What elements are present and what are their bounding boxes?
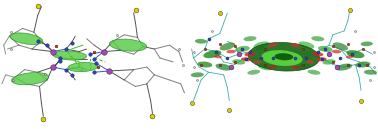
Ellipse shape	[245, 52, 256, 57]
Ellipse shape	[299, 41, 314, 49]
Ellipse shape	[68, 62, 98, 72]
Ellipse shape	[247, 70, 260, 75]
Ellipse shape	[253, 60, 262, 64]
Ellipse shape	[53, 51, 87, 60]
Ellipse shape	[318, 46, 333, 52]
Ellipse shape	[262, 50, 302, 66]
Ellipse shape	[322, 59, 336, 65]
Ellipse shape	[355, 62, 370, 67]
Ellipse shape	[10, 33, 43, 45]
Ellipse shape	[290, 43, 300, 47]
Ellipse shape	[364, 70, 377, 75]
Ellipse shape	[361, 42, 373, 46]
Ellipse shape	[11, 72, 49, 85]
Ellipse shape	[296, 64, 310, 70]
Ellipse shape	[311, 36, 324, 41]
Ellipse shape	[109, 39, 147, 51]
Ellipse shape	[243, 36, 257, 41]
Ellipse shape	[274, 53, 293, 60]
Ellipse shape	[248, 42, 319, 71]
Ellipse shape	[220, 42, 235, 50]
Ellipse shape	[268, 43, 277, 47]
Ellipse shape	[258, 64, 272, 70]
Ellipse shape	[197, 62, 212, 67]
Ellipse shape	[191, 72, 204, 77]
Ellipse shape	[291, 65, 300, 69]
Ellipse shape	[346, 50, 364, 58]
Ellipse shape	[215, 64, 232, 71]
Ellipse shape	[306, 60, 314, 64]
Ellipse shape	[253, 41, 269, 49]
Ellipse shape	[308, 70, 321, 75]
Ellipse shape	[226, 50, 236, 53]
Ellipse shape	[195, 39, 207, 44]
Ellipse shape	[312, 52, 323, 57]
Ellipse shape	[346, 55, 354, 58]
Ellipse shape	[332, 50, 341, 53]
Ellipse shape	[268, 65, 277, 69]
Ellipse shape	[316, 57, 327, 61]
Ellipse shape	[232, 59, 245, 65]
Ellipse shape	[333, 42, 348, 50]
Ellipse shape	[336, 64, 352, 71]
Ellipse shape	[235, 46, 250, 52]
Ellipse shape	[203, 50, 222, 58]
Ellipse shape	[214, 55, 222, 58]
Ellipse shape	[241, 57, 251, 61]
